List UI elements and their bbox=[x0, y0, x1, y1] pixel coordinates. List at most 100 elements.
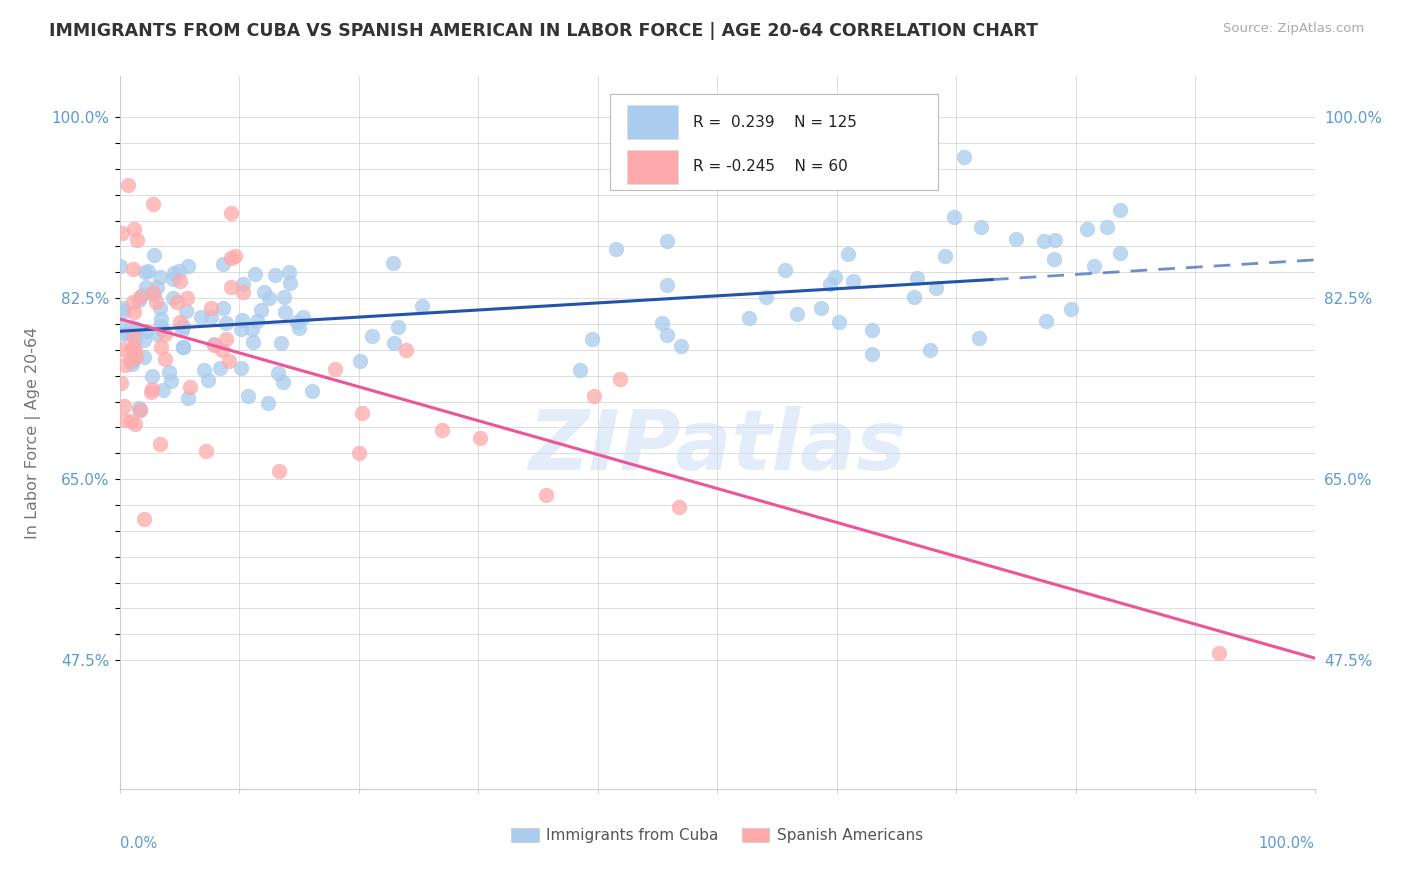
Point bbox=[179, 380, 201, 394]
Point bbox=[655, 277, 678, 292]
Point bbox=[605, 243, 627, 257]
Point bbox=[112, 342, 135, 356]
Point bbox=[818, 277, 841, 292]
Point bbox=[569, 363, 592, 377]
Point bbox=[288, 321, 311, 335]
Point bbox=[1005, 232, 1028, 246]
Point bbox=[163, 266, 186, 280]
Point bbox=[323, 362, 346, 376]
Point bbox=[145, 280, 167, 294]
Point bbox=[668, 500, 690, 514]
Point bbox=[581, 332, 603, 346]
Point bbox=[121, 357, 143, 371]
Point bbox=[219, 280, 242, 294]
Point bbox=[918, 343, 941, 357]
Point bbox=[202, 337, 225, 351]
Point bbox=[215, 317, 238, 331]
Point bbox=[172, 340, 194, 354]
Point bbox=[125, 351, 148, 365]
Point bbox=[824, 269, 846, 284]
Point bbox=[285, 315, 308, 329]
Text: Source: ZipAtlas.com: Source: ZipAtlas.com bbox=[1223, 22, 1364, 36]
Point bbox=[943, 211, 966, 225]
Point bbox=[218, 353, 240, 368]
Point bbox=[124, 333, 146, 347]
Point bbox=[169, 274, 191, 288]
Point bbox=[142, 285, 165, 299]
Point bbox=[1045, 233, 1067, 247]
FancyBboxPatch shape bbox=[627, 150, 678, 184]
Point bbox=[208, 361, 231, 376]
Y-axis label: In Labor Force | Age 20-64: In Labor Force | Age 20-64 bbox=[25, 326, 41, 539]
Point bbox=[263, 268, 285, 282]
Point bbox=[148, 301, 170, 315]
Point bbox=[124, 343, 146, 357]
Point bbox=[657, 327, 679, 342]
Point bbox=[193, 363, 215, 377]
Point bbox=[177, 391, 200, 405]
Point bbox=[122, 305, 145, 319]
Point bbox=[141, 382, 163, 396]
Point bbox=[219, 205, 242, 219]
Point bbox=[135, 324, 157, 338]
Point bbox=[121, 319, 143, 334]
Point bbox=[273, 290, 295, 304]
Point bbox=[122, 262, 145, 277]
Point bbox=[112, 413, 135, 427]
Point bbox=[215, 332, 238, 346]
Point bbox=[200, 301, 222, 316]
Point bbox=[112, 304, 135, 318]
Point bbox=[382, 336, 405, 351]
Point bbox=[219, 251, 242, 265]
Point bbox=[150, 340, 173, 354]
Point bbox=[271, 375, 294, 389]
Point bbox=[167, 264, 190, 278]
Point bbox=[655, 234, 678, 248]
Point bbox=[232, 285, 254, 299]
Point bbox=[970, 220, 993, 235]
Point bbox=[1083, 259, 1105, 273]
Point bbox=[828, 315, 851, 329]
Point bbox=[172, 318, 194, 333]
Point bbox=[246, 314, 269, 328]
Point bbox=[1032, 234, 1054, 248]
Text: 100.0%: 100.0% bbox=[1258, 836, 1315, 851]
Point bbox=[232, 277, 254, 291]
Point bbox=[162, 291, 184, 305]
Text: R = -0.245    N = 60: R = -0.245 N = 60 bbox=[693, 160, 848, 174]
Point bbox=[169, 315, 191, 329]
Point bbox=[967, 331, 990, 345]
Point bbox=[111, 301, 134, 315]
Point bbox=[347, 446, 370, 460]
Point bbox=[842, 275, 865, 289]
Point bbox=[121, 295, 143, 310]
Point bbox=[278, 265, 301, 279]
Point bbox=[129, 289, 152, 303]
Point bbox=[1060, 302, 1083, 317]
Point bbox=[651, 316, 673, 330]
Point bbox=[128, 401, 150, 416]
Point bbox=[114, 358, 136, 372]
Point bbox=[132, 351, 155, 365]
Point bbox=[112, 400, 135, 414]
Point bbox=[110, 376, 132, 390]
Point bbox=[172, 340, 194, 354]
Point bbox=[240, 322, 263, 336]
Point bbox=[382, 256, 405, 270]
Point bbox=[153, 351, 176, 366]
Point bbox=[432, 423, 454, 437]
Point bbox=[174, 304, 197, 318]
Point bbox=[122, 222, 145, 236]
Point bbox=[136, 264, 159, 278]
Point bbox=[132, 333, 155, 347]
Point bbox=[387, 319, 409, 334]
Point bbox=[143, 248, 166, 262]
Point bbox=[1076, 222, 1098, 236]
Point bbox=[121, 340, 143, 354]
Point bbox=[860, 323, 883, 337]
Point bbox=[837, 247, 859, 261]
FancyBboxPatch shape bbox=[610, 94, 938, 190]
Point bbox=[934, 249, 956, 263]
Point bbox=[212, 301, 235, 315]
Point bbox=[194, 444, 217, 458]
